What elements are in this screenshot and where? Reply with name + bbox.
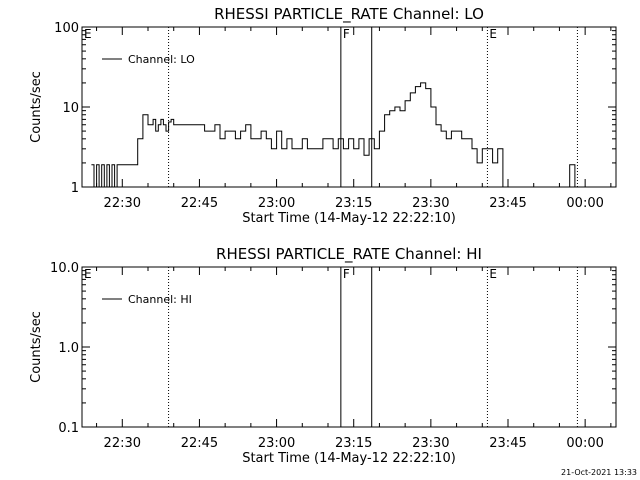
x-axis-label: Start Time (14-May-12 22:22:10) (242, 451, 456, 466)
event-marker-label: E (489, 27, 497, 41)
x-tick-label: 23:00 (258, 436, 295, 451)
y-tick-label: 0.1 (58, 421, 79, 436)
x-tick-label: 00:00 (566, 196, 603, 211)
y-tick-label: 100 (54, 21, 79, 36)
plot-frame (81, 266, 617, 428)
event-marker-label: E (84, 267, 92, 281)
event-marker-label: F (343, 267, 350, 281)
x-tick-label: 23:45 (489, 436, 526, 451)
event-marker-label: E (84, 27, 92, 41)
y-axis-label: Counts/sec (29, 311, 44, 383)
x-tick-label: 23:30 (412, 196, 449, 211)
y-tick-label: 10.0 (50, 261, 79, 276)
y-tick-label: 1 (71, 181, 79, 196)
x-tick-label: 00:00 (566, 436, 603, 451)
x-axis-label: Start Time (14-May-12 22:22:10) (242, 211, 456, 226)
event-marker-label: F (343, 27, 350, 41)
x-tick-label: 22:30 (104, 436, 141, 451)
x-tick-label: 23:45 (489, 196, 526, 211)
x-tick-label: 23:15 (335, 196, 372, 211)
series-line (91, 82, 576, 188)
x-tick-label: 23:00 (258, 196, 295, 211)
chart-title: RHESSI PARTICLE_RATE Channel: HI (216, 245, 482, 264)
lo-channel-panel: RHESSI PARTICLE_RATE Channel: LO 1 10 100 22… (29, 5, 617, 226)
y-tick-label: 1.0 (58, 341, 79, 356)
x-tick-label: 22:30 (104, 196, 141, 211)
hi-channel-panel: RHESSI PARTICLE_RATE Channel: HI 0.1 1.0 10… (29, 245, 617, 466)
plot-frame (81, 26, 617, 188)
legend-label: Channel: LO (128, 53, 195, 66)
x-tick-label: 23:15 (335, 436, 372, 451)
chart-title: RHESSI PARTICLE_RATE Channel: LO (214, 5, 484, 24)
legend-label: Channel: HI (128, 293, 192, 306)
event-marker-label: E (489, 267, 497, 281)
x-tick-label: 23:30 (412, 436, 449, 451)
footer-date: 21-Oct-2021 13:33 (561, 468, 637, 477)
y-tick-label: 10 (62, 101, 79, 116)
x-tick-label: 22:45 (181, 196, 218, 211)
x-tick-label: 22:45 (181, 436, 218, 451)
y-axis-label: Counts/sec (29, 71, 44, 143)
